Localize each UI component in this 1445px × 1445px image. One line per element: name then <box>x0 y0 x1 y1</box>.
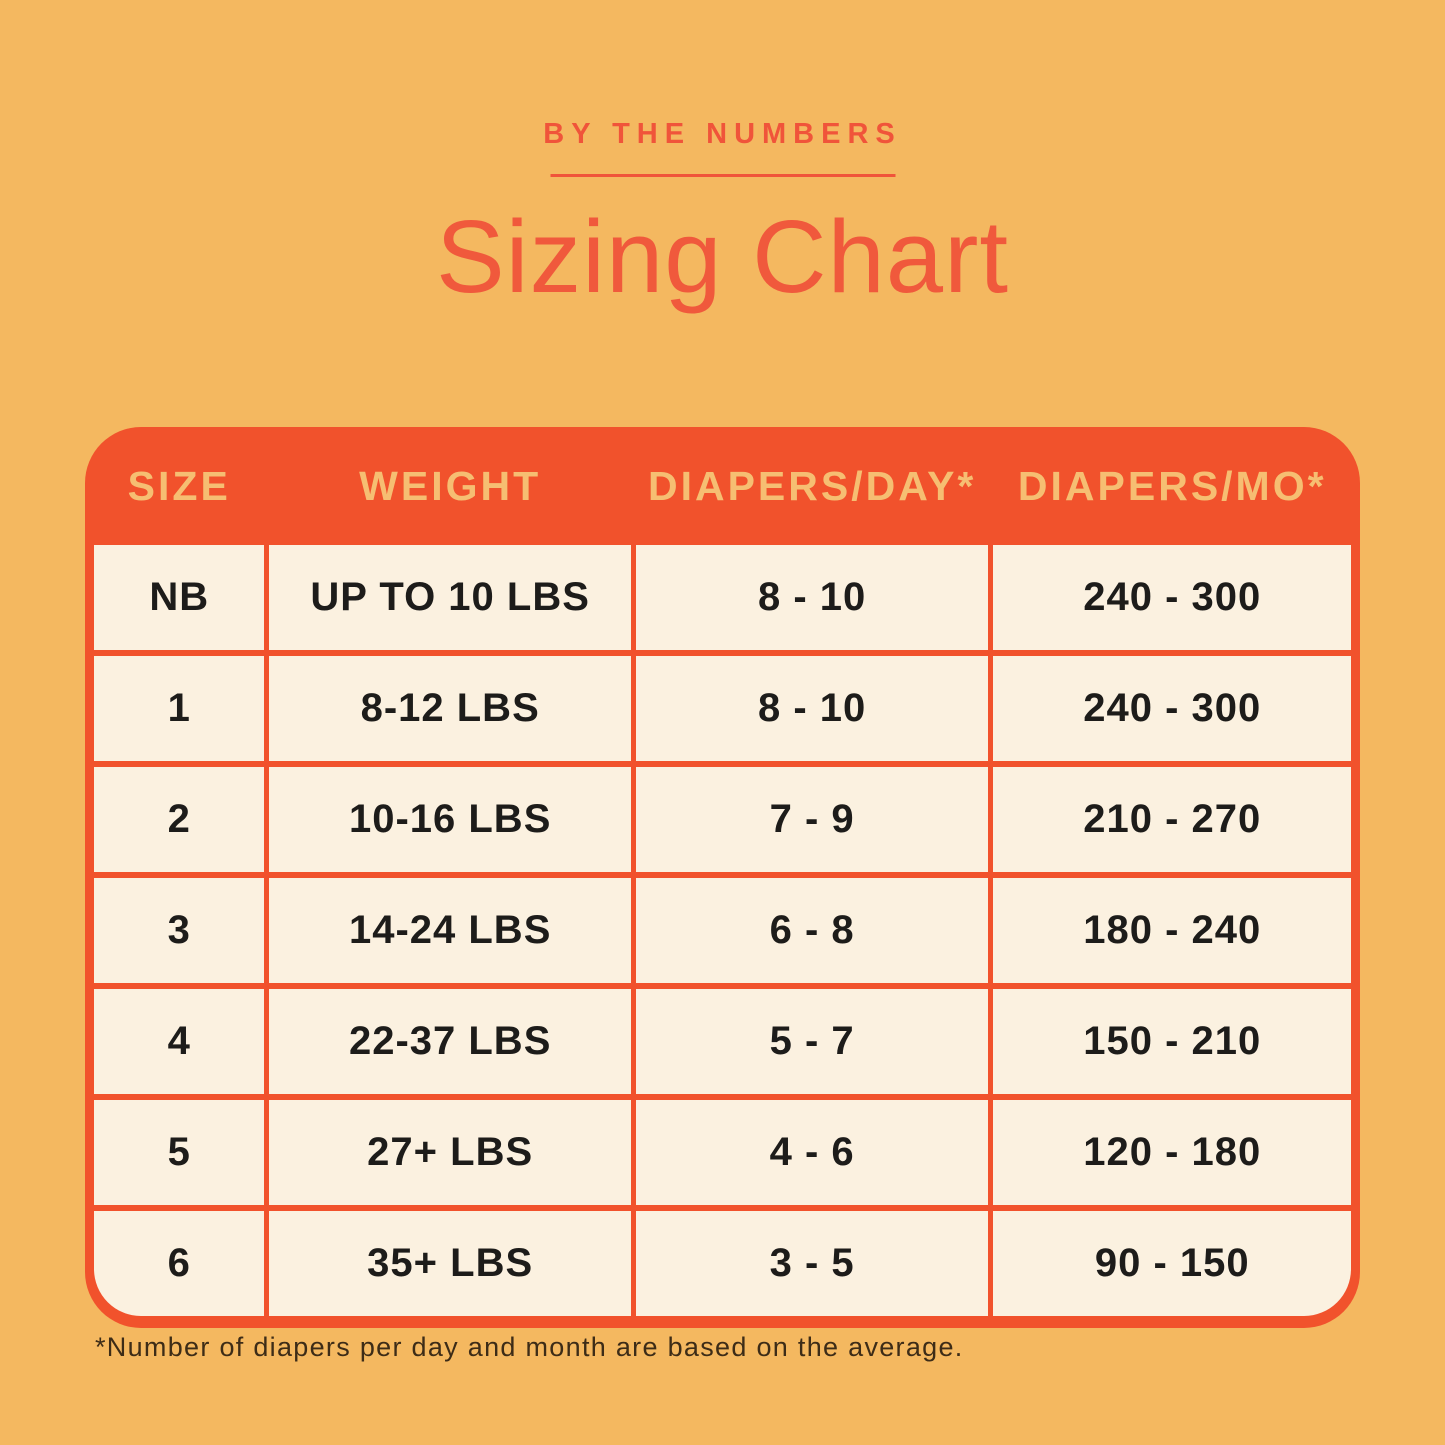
cell-diapers-day: 8 - 10 <box>635 656 989 761</box>
column-header-weight: WEIGHT <box>359 462 542 509</box>
eyebrow-label: BY THE NUMBERS <box>543 118 902 150</box>
cell-diapers-day: 5 - 7 <box>635 989 989 1094</box>
cell-size: 2 <box>94 767 265 872</box>
cell-size: 5 <box>94 1100 265 1205</box>
cell-diapers-mo: 120 - 180 <box>993 1100 1351 1205</box>
cell-diapers-mo: 150 - 210 <box>993 989 1351 1094</box>
table-row: NB UP TO 10 LBS 8 - 10 240 - 300 <box>94 545 1351 650</box>
cell-diapers-day: 7 - 9 <box>635 767 989 872</box>
cell-diapers-mo: 210 - 270 <box>993 767 1351 872</box>
cell-weight: 27+ LBS <box>269 1100 631 1205</box>
column-header-diapers-mo: DIAPERS/MO* <box>1017 462 1327 509</box>
column-header-diapers-day: DIAPERS/DAY* <box>647 462 977 509</box>
cell-diapers-mo: 90 - 150 <box>993 1211 1351 1316</box>
page-title: Sizing Chart <box>435 199 1010 314</box>
cell-diapers-day: 6 - 8 <box>635 878 989 983</box>
cell-size: 3 <box>94 878 265 983</box>
cell-diapers-mo: 180 - 240 <box>993 878 1351 983</box>
cell-diapers-day: 3 - 5 <box>635 1211 989 1316</box>
table-row: 5 27+ LBS 4 - 6 120 - 180 <box>94 1100 1351 1205</box>
cell-diapers-mo: 240 - 300 <box>993 545 1351 650</box>
cell-weight: 14-24 LBS <box>269 878 631 983</box>
column-header-size: SIZE <box>127 462 231 509</box>
table-row: 6 35+ LBS 3 - 5 90 - 150 <box>94 1211 1351 1316</box>
table-row: 4 22-37 LBS 5 - 7 150 - 210 <box>94 989 1351 1094</box>
footnote: *Number of diapers per day and month are… <box>95 1332 964 1362</box>
cell-weight: 10-16 LBS <box>269 767 631 872</box>
table-row: 3 14-24 LBS 6 - 8 180 - 240 <box>94 878 1351 983</box>
cell-diapers-mo: 240 - 300 <box>993 656 1351 761</box>
table-row: 1 8-12 LBS 8 - 10 240 - 300 <box>94 656 1351 761</box>
cell-size: 1 <box>94 656 265 761</box>
table-row: 2 10-16 LBS 7 - 9 210 - 270 <box>94 767 1351 872</box>
cell-size: 4 <box>94 989 265 1094</box>
cell-diapers-day: 8 - 10 <box>635 545 989 650</box>
table-header-row: SIZE WEIGHT DIAPERS/DAY* DIAPERS/MO* <box>94 427 1351 545</box>
cell-weight: 8-12 LBS <box>269 656 631 761</box>
cell-diapers-day: 4 - 6 <box>635 1100 989 1205</box>
cell-size: 6 <box>94 1211 265 1316</box>
sizing-table: SIZE WEIGHT DIAPERS/DAY* DIAPERS/MO* NB … <box>85 427 1360 1328</box>
cell-weight: 35+ LBS <box>269 1211 631 1316</box>
cell-size: NB <box>94 545 265 650</box>
table-body: NB UP TO 10 LBS 8 - 10 240 - 300 1 8-12 … <box>94 545 1351 1316</box>
cell-weight: 22-37 LBS <box>269 989 631 1094</box>
eyebrow-underline <box>550 174 895 177</box>
cell-weight: UP TO 10 LBS <box>269 545 631 650</box>
